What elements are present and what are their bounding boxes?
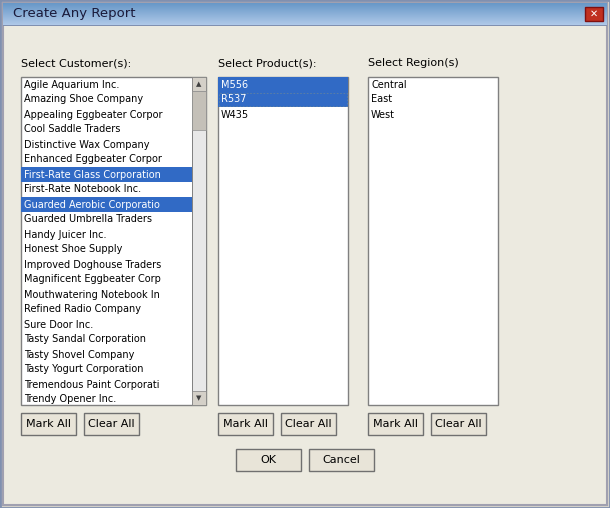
Text: Sure Door Inc.: Sure Door Inc.: [24, 320, 93, 330]
Text: East: East: [371, 94, 392, 105]
Text: ✕: ✕: [590, 9, 598, 19]
Bar: [585, 7, 603, 21]
Text: Select Customer(s):: Select Customer(s):: [21, 58, 131, 68]
Text: ▲: ▲: [196, 81, 202, 87]
Bar: [3, 10, 607, 11]
Bar: [3, 23, 607, 24]
Bar: [3, 19, 607, 20]
Bar: [3, 21, 607, 22]
Text: First-Rate Glass Corporation: First-Rate Glass Corporation: [24, 170, 161, 179]
Bar: [431, 413, 486, 435]
Bar: [84, 413, 139, 435]
Bar: [3, 22, 607, 23]
Bar: [192, 77, 206, 91]
Bar: [3, 14, 607, 15]
Text: M556: M556: [221, 79, 248, 89]
Bar: [218, 77, 348, 92]
Bar: [281, 413, 336, 435]
Bar: [368, 77, 498, 405]
Bar: [192, 77, 206, 405]
Text: Tremendous Paint Corporati: Tremendous Paint Corporati: [24, 379, 159, 390]
Bar: [21, 197, 192, 212]
Text: Mouthwatering Notebook In: Mouthwatering Notebook In: [24, 290, 160, 300]
Bar: [21, 413, 76, 435]
Bar: [21, 167, 192, 182]
Text: Clear All: Clear All: [435, 419, 482, 429]
Text: Guarded Umbrella Traders: Guarded Umbrella Traders: [24, 214, 152, 225]
Text: Improved Doghouse Traders: Improved Doghouse Traders: [24, 260, 161, 270]
Bar: [309, 449, 374, 471]
Text: Enhanced Eggbeater Corpor: Enhanced Eggbeater Corpor: [24, 154, 162, 165]
Bar: [3, 9, 607, 10]
Text: Select Region(s): Select Region(s): [368, 58, 459, 68]
Text: Agile Aquarium Inc.: Agile Aquarium Inc.: [24, 79, 120, 89]
Bar: [3, 17, 607, 18]
Text: Mark All: Mark All: [26, 419, 71, 429]
Text: Clear All: Clear All: [285, 419, 332, 429]
Bar: [3, 13, 607, 14]
Text: Honest Shoe Supply: Honest Shoe Supply: [24, 244, 123, 255]
Bar: [3, 12, 607, 13]
Bar: [3, 15, 607, 16]
Text: Mark All: Mark All: [223, 419, 268, 429]
Text: Clear All: Clear All: [88, 419, 135, 429]
Bar: [3, 7, 607, 8]
Text: Mark All: Mark All: [373, 419, 418, 429]
Text: Tasty Shovel Company: Tasty Shovel Company: [24, 350, 134, 360]
Text: Magnificent Eggbeater Corp: Magnificent Eggbeater Corp: [24, 274, 161, 284]
Bar: [21, 77, 206, 405]
Text: ▼: ▼: [196, 395, 202, 401]
Bar: [3, 20, 607, 21]
Bar: [368, 413, 423, 435]
Bar: [3, 18, 607, 19]
Bar: [3, 24, 607, 25]
Bar: [3, 8, 607, 9]
Bar: [3, 25, 607, 26]
Bar: [3, 3, 607, 4]
Bar: [192, 391, 206, 405]
Text: Cool Saddle Traders: Cool Saddle Traders: [24, 124, 120, 135]
Text: Distinctive Wax Company: Distinctive Wax Company: [24, 140, 149, 149]
Text: Tasty Sandal Corporation: Tasty Sandal Corporation: [24, 334, 146, 344]
Text: West: West: [371, 110, 395, 119]
Bar: [3, 4, 607, 5]
Text: Central: Central: [371, 79, 407, 89]
Text: W435: W435: [221, 110, 249, 119]
Bar: [218, 77, 348, 405]
Bar: [3, 6, 607, 7]
Text: Trendy Opener Inc.: Trendy Opener Inc.: [24, 395, 117, 404]
Text: R537: R537: [221, 94, 246, 105]
Bar: [3, 5, 607, 6]
Bar: [218, 92, 348, 107]
Text: Cancel: Cancel: [323, 455, 361, 465]
Text: First-Rate Notebook Inc.: First-Rate Notebook Inc.: [24, 184, 141, 195]
Text: Refined Radio Company: Refined Radio Company: [24, 304, 141, 314]
Bar: [236, 449, 301, 471]
Bar: [219, 93, 347, 106]
Text: Handy Juicer Inc.: Handy Juicer Inc.: [24, 230, 107, 239]
Text: Tasty Yogurt Corporation: Tasty Yogurt Corporation: [24, 365, 143, 374]
Bar: [3, 16, 607, 17]
Text: Guarded Aerobic Corporatio: Guarded Aerobic Corporatio: [24, 200, 160, 209]
Text: Create Any Report: Create Any Report: [13, 8, 135, 20]
Text: Appealing Eggbeater Corpor: Appealing Eggbeater Corpor: [24, 110, 162, 119]
Bar: [3, 11, 607, 12]
Text: Amazing Shoe Company: Amazing Shoe Company: [24, 94, 143, 105]
Bar: [218, 413, 273, 435]
Text: OK: OK: [260, 455, 276, 465]
Bar: [192, 91, 206, 130]
Text: Select Product(s):: Select Product(s):: [218, 58, 317, 68]
